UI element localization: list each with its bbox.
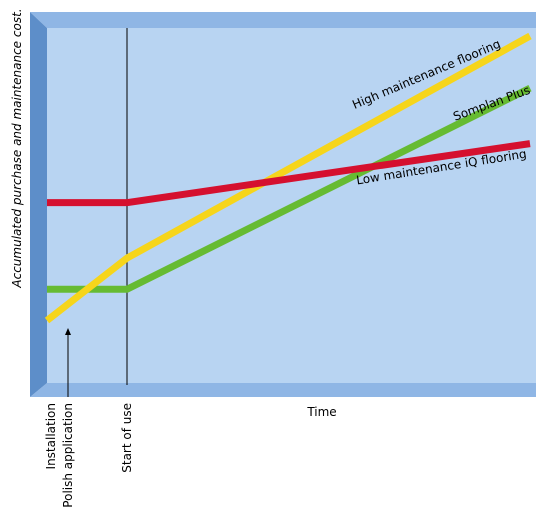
marker-arrow-polish-application (65, 328, 71, 335)
x-axis-label: Time (306, 405, 336, 419)
frame-top (30, 12, 536, 28)
series-lines (44, 32, 532, 324)
series-line-somplan-plus (47, 84, 532, 293)
tick-label-installation: Installation (44, 403, 58, 469)
frame-bottom (30, 383, 536, 397)
series-line-high-maintenance-flooring (44, 32, 532, 324)
series-line-low-maintenance-iq-flooring (47, 140, 531, 207)
frame-left (30, 12, 47, 397)
tick-label-polish-application: Polish application (61, 403, 75, 508)
marker-lines (65, 28, 128, 397)
tick-label-start-of-use: Start of use (120, 403, 134, 473)
y-axis-label: Accumulated purchase and maintenance cos… (10, 8, 24, 288)
